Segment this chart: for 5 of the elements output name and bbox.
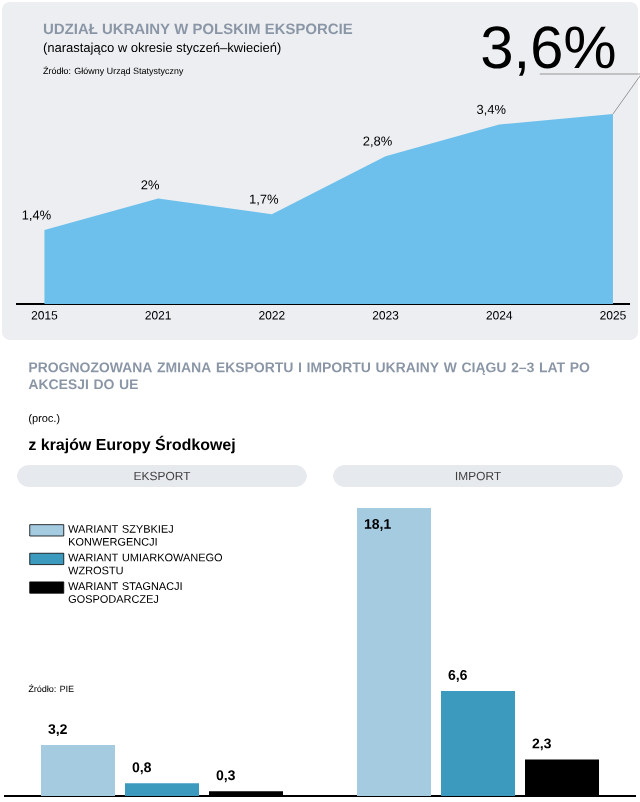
bar <box>41 745 115 796</box>
bar <box>357 508 432 796</box>
bar <box>125 783 199 796</box>
bar <box>441 690 516 796</box>
data-label: 3,6% <box>482 26 615 76</box>
